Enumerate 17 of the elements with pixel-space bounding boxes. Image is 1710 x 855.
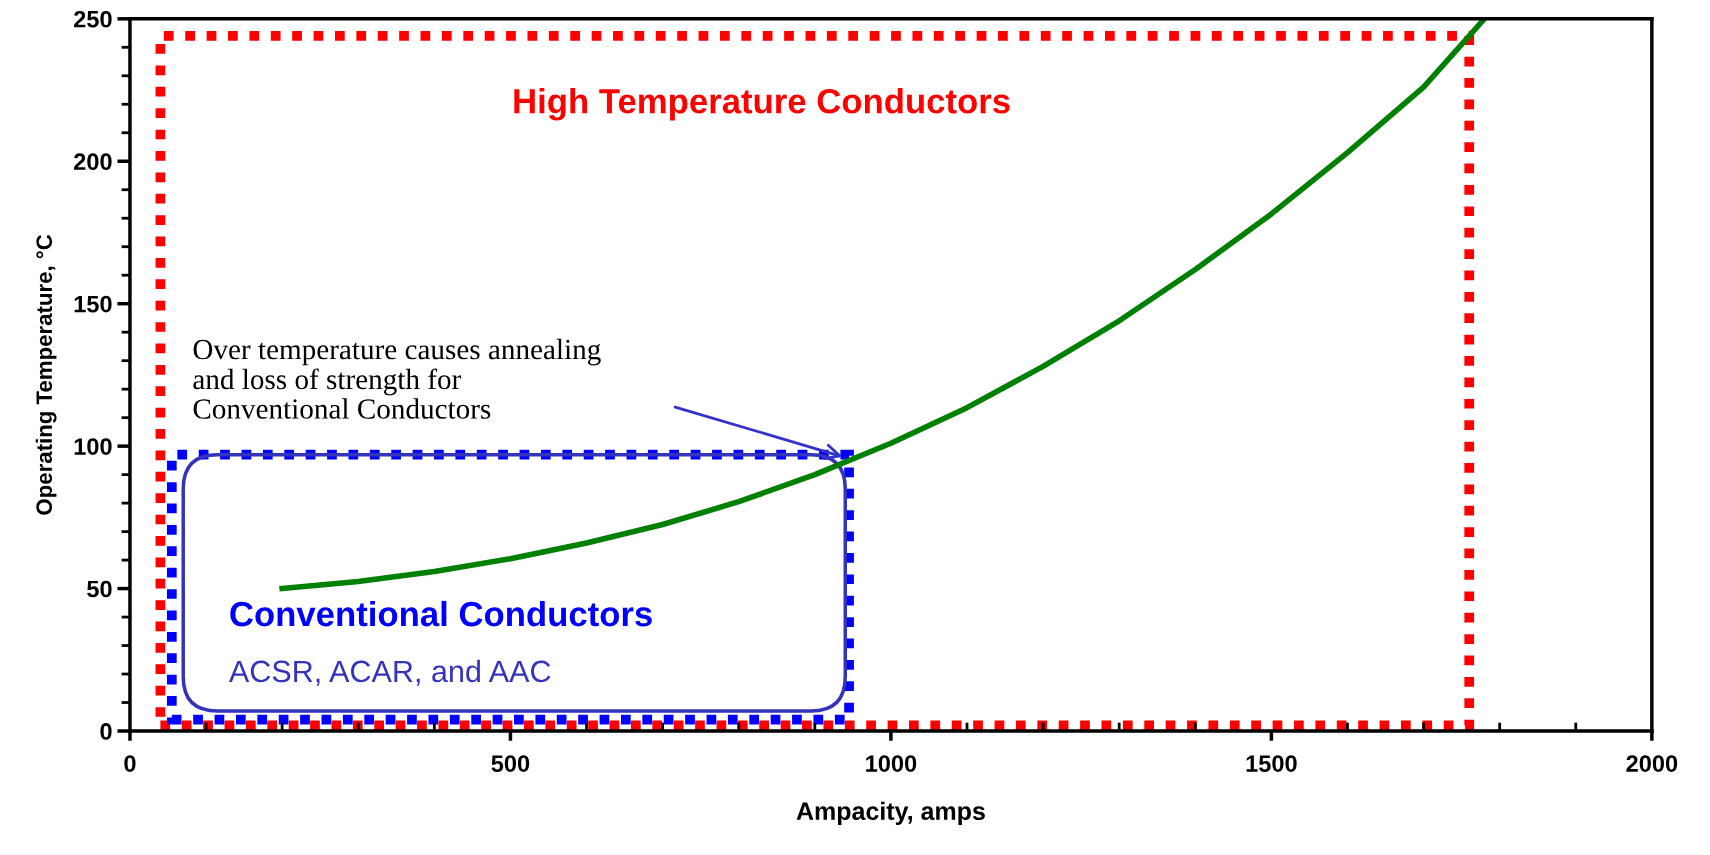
x-tick-label: 500 [491,755,530,772]
annotation: ACSR, ACAR, and AAC [228,659,551,686]
x-axis-title: Ampacity, amps [796,801,985,825]
x-tick-label: 1000 [866,755,917,772]
y-tick-label: 0 [100,723,112,740]
y-tick-label: 100 [74,438,112,455]
y-tick-label: 200 [74,153,112,171]
y-axis-title: Operating Temperature, °C [35,234,57,515]
x-tick-label: 1500 [1246,755,1297,772]
x-tick-label: 0 [124,755,136,772]
x-tick-label: 2000 [1626,755,1678,772]
annotation: Over temperature causes annealing and loss of strength for Conventional Conductors [193,338,601,419]
annotation: High Temperature Conductors [514,88,1010,121]
y-tick-label: 50 [87,580,112,598]
y-tick-label: 250 [74,10,112,28]
y-tick-label: 150 [74,295,112,313]
annotation: Conventional Conductors [230,600,652,627]
